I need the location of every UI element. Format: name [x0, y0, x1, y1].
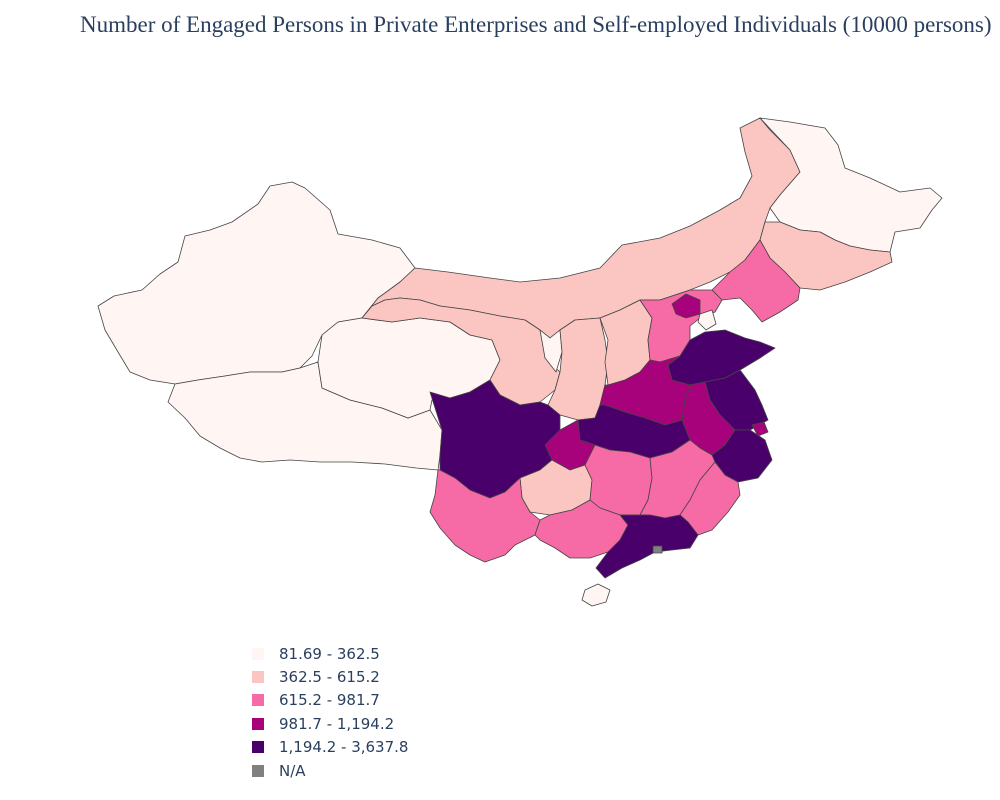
legend-label: 1,194.2 - 3,637.8	[279, 738, 409, 757]
region-xinjiang[interactable]	[97, 181, 416, 385]
region-hainan[interactable]	[581, 583, 611, 607]
legend-swatch	[252, 764, 264, 777]
region-shanghai[interactable]	[751, 421, 769, 437]
legend-swatch	[252, 671, 264, 684]
legend-label: N/A	[279, 761, 306, 780]
legend-label: 362.5 - 615.2	[279, 668, 380, 687]
legend-item[interactable]: 362.5 - 615.2	[252, 665, 408, 688]
region-heilongjiang[interactable]	[759, 117, 943, 253]
region-liaoning[interactable]	[711, 239, 801, 323]
page-title: Number of Engaged Persons in Private Ent…	[80, 12, 992, 37]
legend-item[interactable]: 81.69 - 362.5	[252, 642, 408, 665]
legend-swatch	[252, 647, 264, 660]
region-guangdong[interactable]	[595, 514, 699, 579]
region-hong-kong[interactable]	[652, 545, 663, 554]
legend-swatch	[252, 717, 264, 730]
legend-label: 615.2 - 981.7	[279, 691, 380, 710]
legend-label: 981.7 - 1,194.2	[279, 714, 395, 733]
region-hebei[interactable]	[639, 289, 723, 363]
legend-item[interactable]: 981.7 - 1,194.2	[252, 712, 408, 735]
region-tianjin[interactable]	[697, 309, 717, 331]
legend-swatch	[252, 741, 264, 754]
legend-item[interactable]: 615.2 - 981.7	[252, 689, 408, 712]
legend: 81.69 - 362.5 362.5 - 615.2 615.2 - 981.7 9…	[252, 642, 408, 782]
legend-label: 81.69 - 362.5	[279, 644, 380, 663]
legend-swatch	[252, 694, 264, 707]
legend-item[interactable]: N/A	[252, 759, 408, 782]
legend-item[interactable]: 1,194.2 - 3,637.8	[252, 736, 408, 759]
